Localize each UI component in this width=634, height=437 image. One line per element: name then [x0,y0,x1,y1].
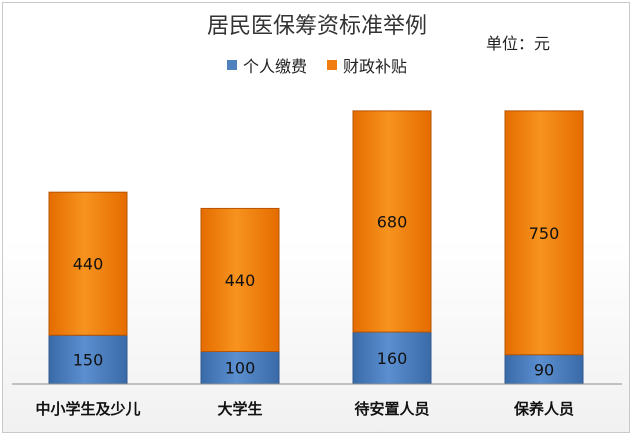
bar-personal-0 [48,334,128,385]
category-label-3: 保养人员 [513,400,574,418]
chart-title: 居民医保筹资标准举例 [206,14,427,39]
bar-subsidy-3 [504,110,584,356]
bar-personal-1 [200,350,280,385]
data-label-subsidy-1: 440 [225,271,256,290]
bar-subsidy-0 [48,191,128,336]
data-label-personal-3: 90 [534,360,554,379]
data-label-personal-1: 100 [225,359,256,378]
unit-label: 单位：元 [486,34,551,53]
category-label-1: 大学生 [217,400,262,418]
legend-swatch-subsidy [327,60,337,70]
legend-swatch-personal [226,60,237,70]
bar-subsidy-1 [200,207,280,352]
bar-personal-3 [504,354,584,385]
legend-label-subsidy: 财政补贴 [343,57,408,76]
data-label-personal-0: 150 [73,351,104,370]
data-label-subsidy-3: 750 [529,224,560,243]
legend-item-personal: 个人缴费 [226,53,307,77]
category-label-0: 中小学生及少儿 [35,400,140,418]
legend-item-subsidy: 财政补贴 [327,53,407,77]
data-label-personal-2: 160 [377,349,408,368]
data-label-subsidy-2: 680 [377,212,408,231]
data-label-subsidy-0: 440 [73,255,104,274]
legend: 个人缴费 财政补贴 [0,53,634,77]
bar-subsidy-2 [352,110,432,333]
legend-label-personal: 个人缴费 [242,57,307,76]
category-label-2: 待安置人员 [354,400,429,418]
bar-personal-2 [352,331,432,385]
